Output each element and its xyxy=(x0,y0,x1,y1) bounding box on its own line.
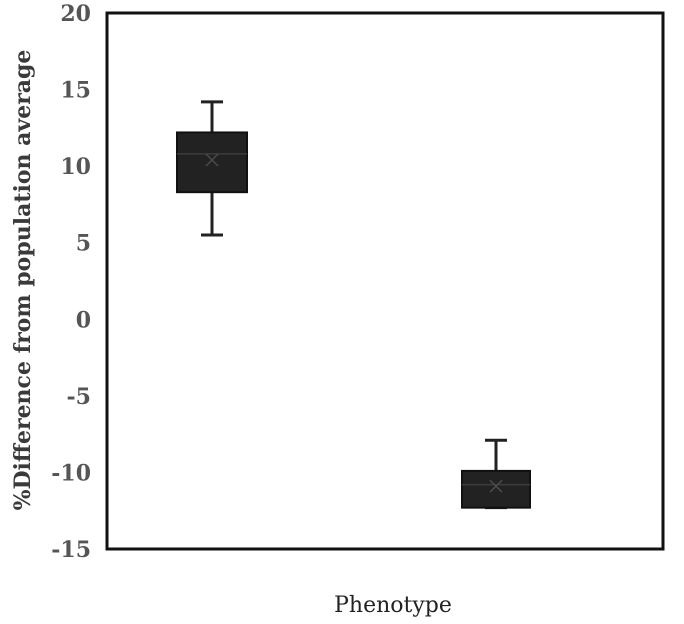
box-group xyxy=(176,100,248,237)
y-axis-label: %Difference from population average xyxy=(10,50,36,511)
box-iqr xyxy=(461,469,531,509)
box-plot-series xyxy=(176,100,531,510)
plot-frame xyxy=(105,11,665,551)
y-axis-ticks: 20 15 10 5 0 -5 -10 -15 xyxy=(51,1,91,563)
y-tick-label: 20 xyxy=(60,1,91,27)
mean-marker xyxy=(205,153,219,167)
y-tick-label: -5 xyxy=(67,384,91,410)
mean-marker xyxy=(489,479,503,493)
y-tick-label: 5 xyxy=(76,231,91,257)
y-tick-label: -10 xyxy=(51,460,91,486)
x-axis-label: Phenotype xyxy=(334,593,452,618)
y-tick-label: 10 xyxy=(60,154,91,180)
y-tick-label: -15 xyxy=(51,537,91,563)
y-tick-label: 0 xyxy=(76,307,91,333)
y-tick-label: 15 xyxy=(60,78,91,104)
box-group xyxy=(461,438,531,510)
box-iqr xyxy=(176,131,248,194)
